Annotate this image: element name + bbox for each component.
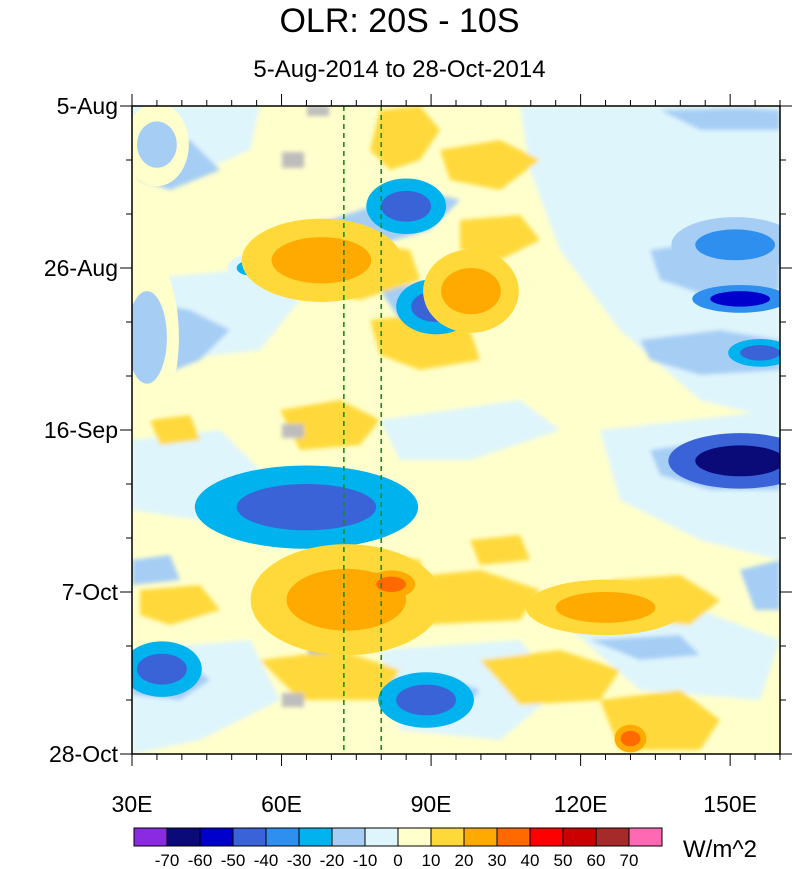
colorbar-label: -10 bbox=[353, 851, 378, 869]
y-axis: 5-Aug 26-Aug 16-Sep 7-Oct 28-Oct bbox=[44, 93, 792, 767]
contour-region bbox=[140, 585, 220, 625]
x-tick-label: 120E bbox=[554, 791, 608, 817]
colorbar-label: -70 bbox=[155, 851, 180, 869]
contour-region bbox=[370, 106, 440, 170]
colorbar-label: 20 bbox=[455, 851, 474, 869]
colorbar-swatch bbox=[463, 827, 498, 847]
feature-core-17 bbox=[620, 730, 641, 747]
feature-core-16 bbox=[376, 576, 407, 592]
feature-core-15 bbox=[555, 592, 656, 623]
colorbar-label: 40 bbox=[521, 851, 540, 869]
colorbar-label: 70 bbox=[620, 851, 639, 869]
feature-core-14 bbox=[441, 268, 501, 315]
contour-region bbox=[740, 560, 780, 610]
feature-core-0 bbox=[136, 121, 177, 168]
colorbar-swatch bbox=[430, 827, 465, 847]
colorbar-label: -20 bbox=[320, 851, 345, 869]
feature-core-7 bbox=[396, 684, 456, 716]
contour-region bbox=[380, 400, 560, 460]
x-tick-label: 30E bbox=[112, 791, 153, 817]
colorbar-swatch bbox=[595, 827, 630, 847]
colorbar-units: W/m^2 bbox=[683, 836, 757, 863]
colorbar-swatch bbox=[166, 827, 201, 847]
colorbar-swatch bbox=[628, 827, 663, 847]
x-tick-label: 150E bbox=[703, 791, 757, 817]
colorbar-swatch bbox=[529, 827, 564, 847]
contour-region bbox=[150, 415, 200, 445]
chart-subtitle: 5-Aug-2014 to 28-Oct-2014 bbox=[253, 56, 546, 83]
chart-title: OLR: 20S - 10S bbox=[279, 2, 520, 40]
feature-core-6 bbox=[136, 653, 187, 685]
colorbar-label: 0 bbox=[393, 851, 402, 869]
x-tick-label: 90E bbox=[411, 791, 452, 817]
colorbar-label: 10 bbox=[422, 851, 441, 869]
feature-core-11 bbox=[695, 229, 776, 261]
colorbar-swatch bbox=[199, 827, 234, 847]
contour-region bbox=[470, 535, 530, 565]
colorbar-swatch bbox=[331, 827, 366, 847]
x-tick-label: 60E bbox=[261, 791, 302, 817]
feature-core-5 bbox=[236, 484, 377, 531]
contour-region bbox=[460, 215, 540, 260]
colorbar-label: -30 bbox=[287, 851, 312, 869]
feature-core-10 bbox=[740, 345, 780, 361]
y-tick-label: 5-Aug bbox=[57, 93, 118, 119]
contour-region bbox=[660, 108, 780, 130]
colorbar-label: 50 bbox=[554, 851, 573, 869]
colorbar-swatch bbox=[298, 827, 333, 847]
y-tick-label: 28-Oct bbox=[49, 741, 119, 767]
contour-region bbox=[440, 140, 540, 190]
colorbar-label: -40 bbox=[254, 851, 279, 869]
missing-data bbox=[282, 424, 304, 438]
colorbar-swatch bbox=[133, 827, 168, 847]
x-axis: 30E 60E 90E 120E 150E bbox=[112, 94, 781, 817]
feature-core-8 bbox=[695, 445, 780, 477]
feature-core-1 bbox=[132, 291, 167, 384]
feature-core-12 bbox=[271, 237, 372, 284]
colorbar-swatch bbox=[562, 827, 597, 847]
colorbar-label: 30 bbox=[488, 851, 507, 869]
contour-region bbox=[132, 555, 180, 585]
colorbar-label: -60 bbox=[188, 851, 213, 869]
colorbar-label: -50 bbox=[221, 851, 246, 869]
feature-core-3 bbox=[381, 190, 432, 222]
missing-data bbox=[282, 152, 304, 168]
colorbar-swatch bbox=[265, 827, 300, 847]
contour-region bbox=[480, 650, 620, 705]
y-tick-label: 16-Sep bbox=[44, 417, 118, 443]
contour-region bbox=[132, 430, 260, 520]
y-tick-label: 26-Aug bbox=[44, 255, 118, 281]
colorbar-swatch bbox=[496, 827, 531, 847]
colorbar-swatch bbox=[232, 827, 267, 847]
missing-data bbox=[307, 106, 329, 116]
contour-region bbox=[260, 650, 400, 700]
missing-data bbox=[282, 693, 304, 707]
colorbar-swatch bbox=[364, 827, 399, 847]
contour-region bbox=[590, 635, 700, 660]
colorbar-label: 60 bbox=[587, 851, 606, 869]
feature-layer bbox=[132, 106, 780, 753]
contour-region bbox=[280, 400, 380, 450]
feature-core-9 bbox=[710, 291, 771, 307]
colorbar: -70 -60 -50 -40 -30 -20 -10 0 10 20 30 40 50 60 70 W/m^… bbox=[133, 827, 757, 869]
y-tick-label: 7-Oct bbox=[62, 579, 119, 605]
colorbar-swatch bbox=[397, 827, 432, 847]
reference-lines bbox=[343, 106, 383, 754]
